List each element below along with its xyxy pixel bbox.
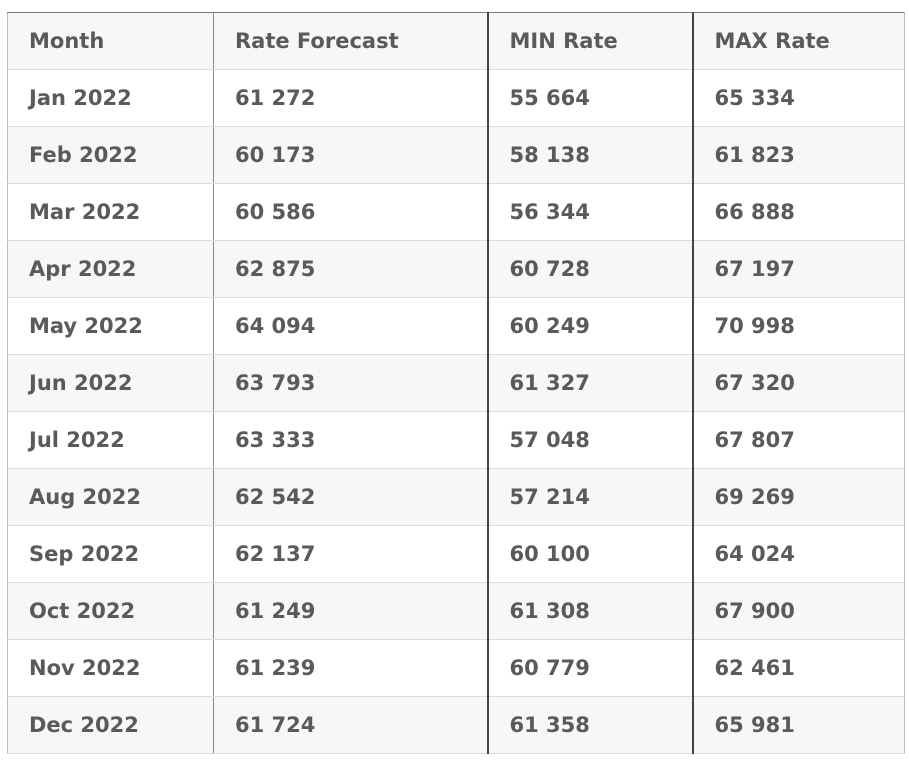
rate-forecast-table: Month Rate Forecast MIN Rate MAX Rate Ja… [7,12,905,754]
cell-month: Jun 2022 [7,354,214,412]
cell-max-rate: 69 269 [691,468,905,526]
cell-month: Dec 2022 [7,696,214,754]
cell-rate-forecast: 62 137 [213,525,488,583]
cell-rate-forecast: 61 724 [213,696,488,754]
cell-max-rate: 70 998 [691,297,905,355]
rate-forecast-table-container: Month Rate Forecast MIN Rate MAX Rate Ja… [7,12,905,754]
cell-min-rate: 61 308 [486,582,693,640]
cell-rate-forecast: 60 173 [213,126,488,184]
cell-min-rate: 61 327 [486,354,693,412]
header-month: Month [7,12,214,70]
cell-month: Oct 2022 [7,582,214,640]
cell-max-rate: 62 461 [691,639,905,697]
table-row: Mar 2022 60 586 56 344 66 888 [7,183,905,241]
cell-min-rate: 61 358 [486,696,693,754]
cell-max-rate: 67 807 [691,411,905,469]
cell-min-rate: 55 664 [486,69,693,127]
cell-rate-forecast: 61 239 [213,639,488,697]
cell-max-rate: 65 334 [691,69,905,127]
cell-min-rate: 60 249 [486,297,693,355]
cell-max-rate: 67 197 [691,240,905,298]
cell-month: Jul 2022 [7,411,214,469]
cell-max-rate: 66 888 [691,183,905,241]
cell-rate-forecast: 61 249 [213,582,488,640]
cell-min-rate: 60 779 [486,639,693,697]
cell-month: Mar 2022 [7,183,214,241]
table-row: Apr 2022 62 875 60 728 67 197 [7,240,905,298]
header-min-rate: MIN Rate [486,12,693,70]
table-row: Jul 2022 63 333 57 048 67 807 [7,411,905,469]
cell-month: Sep 2022 [7,525,214,583]
cell-rate-forecast: 62 875 [213,240,488,298]
table-row: Dec 2022 61 724 61 358 65 981 [7,696,905,754]
cell-month: Aug 2022 [7,468,214,526]
cell-max-rate: 64 024 [691,525,905,583]
cell-rate-forecast: 62 542 [213,468,488,526]
table-row: Jan 2022 61 272 55 664 65 334 [7,69,905,127]
table-row: Oct 2022 61 249 61 308 67 900 [7,582,905,640]
cell-month: Jan 2022 [7,69,214,127]
cell-min-rate: 60 728 [486,240,693,298]
cell-rate-forecast: 63 333 [213,411,488,469]
cell-max-rate: 61 823 [691,126,905,184]
cell-month: Apr 2022 [7,240,214,298]
cell-min-rate: 57 214 [486,468,693,526]
cell-rate-forecast: 60 586 [213,183,488,241]
header-row: Month Rate Forecast MIN Rate MAX Rate [7,12,905,70]
table-row: Feb 2022 60 173 58 138 61 823 [7,126,905,184]
cell-min-rate: 56 344 [486,183,693,241]
cell-min-rate: 58 138 [486,126,693,184]
cell-month: Nov 2022 [7,639,214,697]
table-row: Sep 2022 62 137 60 100 64 024 [7,525,905,583]
table-row: Nov 2022 61 239 60 779 62 461 [7,639,905,697]
cell-max-rate: 67 900 [691,582,905,640]
cell-min-rate: 57 048 [486,411,693,469]
cell-rate-forecast: 63 793 [213,354,488,412]
cell-max-rate: 67 320 [691,354,905,412]
cell-month: May 2022 [7,297,214,355]
table-row: May 2022 64 094 60 249 70 998 [7,297,905,355]
cell-rate-forecast: 64 094 [213,297,488,355]
table-row: Jun 2022 63 793 61 327 67 320 [7,354,905,412]
table-body: Jan 2022 61 272 55 664 65 334 Feb 2022 60 173… [7,69,905,754]
cell-month: Feb 2022 [7,126,214,184]
table-row: Aug 2022 62 542 57 214 69 269 [7,468,905,526]
header-max-rate: MAX Rate [691,12,905,70]
cell-min-rate: 60 100 [486,525,693,583]
table-header: Month Rate Forecast MIN Rate MAX Rate [7,12,905,70]
header-rate-forecast: Rate Forecast [213,12,488,70]
cell-rate-forecast: 61 272 [213,69,488,127]
cell-max-rate: 65 981 [691,696,905,754]
